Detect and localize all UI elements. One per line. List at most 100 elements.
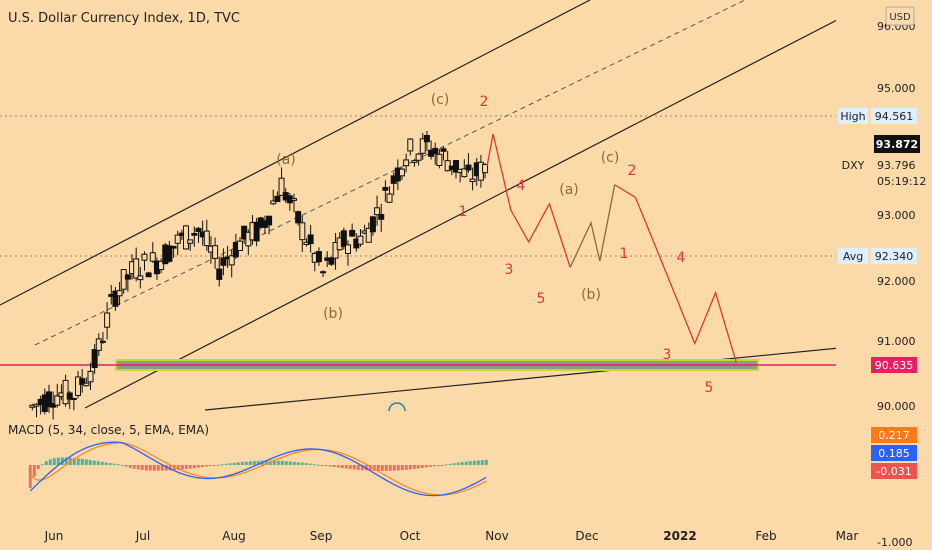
macd-histogram-bar (276, 460, 280, 465)
last-price-value: 93.872 (876, 138, 918, 151)
macd-histogram-bar (196, 465, 200, 468)
time-axis[interactable]: Jun Jul Aug Sep Oct Nov Dec 2022 Feb Mar (44, 529, 859, 543)
candle-body (137, 275, 144, 281)
candle-body (374, 207, 381, 216)
macd-histogram-bar (180, 465, 184, 470)
macd-histogram-bar (204, 465, 208, 467)
price-tick: 91.000 (877, 335, 916, 348)
time-tick: Dec (575, 529, 598, 543)
macd-histogram-bar (412, 465, 416, 470)
macd-histogram-bar (320, 465, 324, 466)
time-tick: Jul (135, 529, 150, 543)
macd-histogram-bar (312, 464, 316, 466)
macd-histogram-bar (340, 465, 344, 469)
candle-body (299, 222, 306, 241)
channel-median-line (34, 0, 746, 346)
macd-histogram-bar (128, 465, 132, 468)
macd-histogram-bar (424, 465, 428, 468)
macd-histogram-bar (80, 458, 84, 465)
scroll-marker-icon[interactable] (388, 402, 406, 412)
signal-line (29, 442, 487, 496)
macd-histogram-bar (292, 461, 296, 465)
macd-histogram-bar (380, 465, 384, 471)
candle-body (45, 391, 52, 408)
wave-label: 3 (505, 262, 514, 278)
candle-body (295, 211, 302, 224)
candle-body (237, 240, 244, 251)
macd-histogram-bar (28, 465, 32, 488)
candle-body (386, 193, 393, 203)
macd-histogram-bar (308, 463, 312, 465)
macd-histogram-bar (400, 465, 404, 471)
candle-body (158, 260, 165, 271)
candle-body (403, 159, 410, 167)
macd-histogram-bar (484, 459, 488, 465)
macd-histogram-bar (460, 462, 464, 465)
macd-histogram-bar (388, 465, 392, 471)
candle-body (141, 253, 148, 261)
macd-histogram-bar (432, 465, 436, 467)
macd-histogram-bar (88, 460, 92, 465)
candle-body (340, 230, 347, 247)
candle-body (149, 252, 156, 262)
high-tag-value: 94.561 (875, 110, 914, 123)
macd-histogram-bar (336, 465, 340, 468)
macd-histogram-bar (416, 465, 420, 469)
macd-histogram-bar (304, 463, 308, 465)
avg-tag-label-bg (838, 248, 868, 264)
macd-histogram-bar (476, 460, 480, 465)
candle-body (183, 225, 190, 250)
candle-body (398, 168, 405, 177)
candle-body (54, 395, 61, 406)
wave-label: 4 (677, 250, 686, 266)
hist-value: -0.031 (876, 465, 911, 478)
currency-badge[interactable] (885, 6, 915, 26)
macd-histogram-bar (244, 461, 248, 465)
candle-body (411, 160, 418, 163)
wave-label: 4 (517, 178, 526, 194)
candle-body (116, 290, 123, 297)
macd-histogram-bar (192, 465, 196, 469)
signal-value: 0.185 (878, 447, 910, 460)
candle-body (66, 392, 73, 400)
macd-histogram-bar (136, 465, 140, 470)
macd-histogram-bar (36, 465, 40, 470)
candle-body (278, 177, 285, 196)
macd-histogram-bar (232, 462, 236, 465)
candle-body (212, 245, 219, 259)
wave-label: (b) (581, 287, 601, 303)
macd-line (29, 441, 487, 497)
macd-histogram-bar (332, 465, 336, 467)
candle-body (461, 168, 468, 178)
macd-histogram-bar (316, 464, 320, 466)
macd-histogram-bar (176, 465, 180, 470)
candle-body (133, 258, 140, 279)
macd-histogram-bar (164, 465, 168, 471)
macd-histogram-bar (40, 464, 44, 466)
wave-labels: (a) (b) (c) (a) (b) (c) 1 2 3 4 5 2 1 3 … (276, 92, 713, 396)
macd-value: 0.217 (878, 429, 910, 442)
macd-histogram-bar (84, 459, 88, 465)
wave-label: 5 (705, 380, 714, 396)
indicator-label[interactable]: MACD (5, 34, close, 5, EMA, EMA) (8, 423, 209, 437)
candle-body (315, 251, 322, 263)
channel-lower-line (84, 2, 871, 409)
candle-body (70, 398, 77, 401)
candlestick-series (29, 130, 489, 420)
macd-histogram-bar (356, 465, 360, 470)
candle-body (332, 242, 339, 259)
macd-histogram-bar (444, 464, 448, 466)
time-tick: Nov (485, 529, 508, 543)
macd-histogram-bar (452, 463, 456, 465)
macd-histogram-bar (56, 457, 60, 465)
macd-histogram-bar (328, 465, 332, 467)
candle-body (91, 349, 98, 369)
avg-tag-value-bg (871, 248, 917, 264)
macd-histogram-bar (240, 461, 244, 465)
macd-histogram-bar (456, 462, 460, 465)
macd-histogram-bar (348, 465, 352, 470)
candle-body (465, 164, 472, 171)
macd-histogram-bar (132, 465, 136, 469)
